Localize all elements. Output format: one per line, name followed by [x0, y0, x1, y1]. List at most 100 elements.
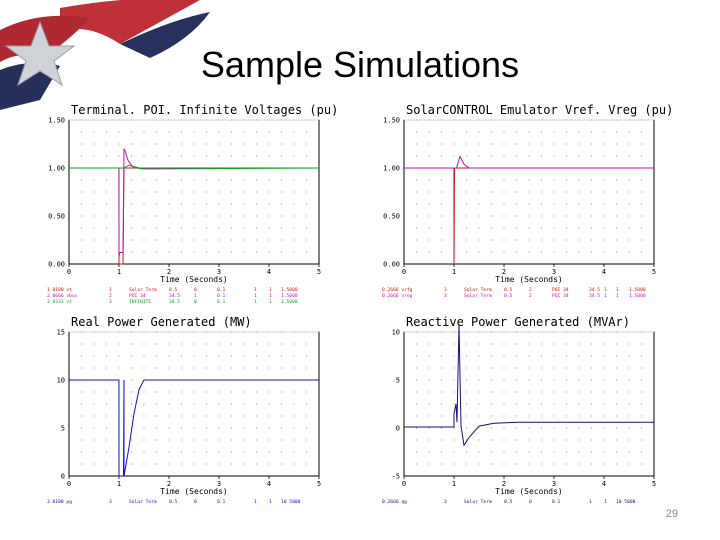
series-line-green [69, 164, 320, 170]
grid-dots [403, 331, 655, 477]
legend-cell: 1 [269, 293, 272, 299]
y-tick-label: 0 [396, 425, 400, 433]
legend-cell: 3 [109, 299, 112, 305]
legend-cell: 1.5000 [281, 287, 298, 293]
x-tick-label: 0 [67, 268, 71, 276]
legend-cell: 1 0100 vt [47, 287, 72, 293]
y-tick-label: 10 [57, 377, 65, 385]
y-tick-label: 15 [57, 329, 65, 337]
chart-title: Reactive Power Generated (MVAr) [406, 315, 630, 329]
legend-cell: 1 [616, 293, 619, 299]
legend-cell: 0.5 [504, 293, 513, 299]
legend-cell: 1.5000 [629, 287, 646, 293]
x-tick-label: 5 [652, 480, 656, 488]
grid-dots [403, 119, 655, 265]
x-tick-label: 5 [317, 268, 321, 276]
legend-cell: 1 [604, 499, 607, 505]
legend-cell: 0.5 [504, 287, 513, 293]
chart-svg: SolarCONTROL Emulator Vref. Vreg (pu) 0.0… [382, 103, 673, 299]
legend-cell: 34.5 [169, 293, 180, 299]
slide-number: 29 [665, 508, 678, 520]
series-line-blue [69, 379, 319, 477]
legend-cell: Solar Term [464, 287, 492, 293]
legend-row: 3 0333 vt 3 INFINITE 34.5 0 0.1 1 1 1.5000 [47, 299, 298, 305]
legend-cell: 1.5000 [629, 293, 646, 299]
plot-frame [68, 120, 320, 265]
y-tick-label: 1.50 [383, 117, 400, 125]
x-tick-label: 1 [452, 480, 456, 488]
legend-cell: 2 0666 vbus [47, 293, 78, 299]
x-tick-label: 3 [217, 480, 221, 488]
x-tick-label: 4 [267, 268, 271, 276]
x-tick-label: 0 [402, 480, 406, 488]
legend-cell: 0 [194, 299, 197, 305]
y-tick-label: 5 [396, 377, 400, 385]
x-tick-label: 0 [402, 268, 406, 276]
legend-cell: 1.5000 [281, 293, 298, 299]
legend-cell: 0.1 [217, 299, 226, 305]
legend-cell: POI 34 [552, 287, 569, 293]
x-tick-label: 2 [167, 480, 171, 488]
legend-cell: 0 [529, 499, 532, 505]
slide-title: Sample Simulations [200, 44, 520, 85]
legend-cell: 34.5 [169, 299, 180, 305]
x-tick-label: 0 [67, 480, 71, 488]
x-tick-label: 2 [502, 268, 506, 276]
chart-panel-terminal-voltages: Terminal. POI. Infinite Voltages (pu) 0.0… [37, 100, 347, 305]
chart-title: Real Power Generated (MW) [71, 315, 252, 329]
plot-frame [68, 332, 320, 477]
x-tick-label: 1 [117, 480, 121, 488]
legend-cell: 3 [109, 499, 112, 505]
legend-cell: 1 [604, 287, 607, 293]
legend-cell: 1 [194, 293, 197, 299]
y-tick-label: 0.00 [383, 261, 400, 269]
legend-cell: 0 [194, 287, 197, 293]
legend-cell: 10 5000 [616, 499, 636, 505]
legend-cell: 3 [444, 293, 447, 299]
legend-cell: INFINITE [129, 299, 151, 305]
y-tick-label: 1.00 [383, 165, 400, 173]
x-tick-label: 3 [217, 268, 221, 276]
plot-frame [403, 332, 655, 477]
chart-panel-real-power: Real Power Generated (MW) 0 5 10 15 0 1 2 3 4 5 Tim… [37, 312, 347, 517]
x-tick-label: 3 [552, 480, 556, 488]
y-tick-label: 0.00 [48, 261, 65, 269]
grid-dots [68, 331, 320, 477]
chart-panel-solarcontrol-vref: SolarCONTROL Emulator Vref. Vreg (pu) 0.0… [372, 100, 682, 305]
legend-cell: 0.5 [504, 499, 513, 505]
x-tick-label: 2 [502, 480, 506, 488]
legend-cell: Solar Term [464, 293, 492, 299]
x-axis-label: Time (Seconds) [495, 275, 562, 284]
legend-cell: 3 [444, 499, 447, 505]
legend-cell: 0 [194, 499, 197, 505]
plot-frame [403, 120, 655, 265]
legend-row: 3 0100 pg 3 Solar Term 0.5 0 0.1 1 1 10 5000 [47, 499, 301, 505]
chart-panel-reactive-power: Reactive Power Generated (MVAr) -5 0 5 10 0 1 2… [372, 312, 682, 517]
legend-cell: 34.5 [589, 293, 600, 299]
legend-row: 0.2666 qg 3 Solar Term 0.5 0 0.1 1 1 10 5000 [382, 499, 636, 505]
legend-cell: 1 [254, 499, 257, 505]
legend-cell: 1 [254, 299, 257, 305]
y-tick-label: 1.00 [48, 165, 65, 173]
x-tick-label: 4 [267, 480, 271, 488]
legend-row: 0.2666 vrfg 3 Solar Term 0.5 2 POI 34 34.5 1 1 1.… [382, 287, 646, 293]
legend-cell: 1 [254, 287, 257, 293]
chart-svg: Terminal. POI. Infinite Voltages (pu) 0.0… [47, 103, 338, 305]
legend-row: 2 0666 vbus 2 POI 34 34.5 1 0.1 1 1 1.5000 [47, 293, 298, 299]
y-tick-label: 1.50 [48, 117, 65, 125]
legend-cell: 2 [109, 293, 112, 299]
grid-dots [68, 119, 320, 265]
legend-cell: 3 0333 vt [47, 299, 72, 305]
y-tick-label: 0.50 [383, 213, 400, 221]
legend-cell: 1 [109, 287, 112, 293]
x-tick-label: 2 [167, 268, 171, 276]
y-tick-label: 5 [61, 425, 65, 433]
legend-cell: 2 [529, 287, 532, 293]
legend-cell: 0.5 [169, 287, 178, 293]
y-tick-label: 0 [61, 473, 65, 481]
legend-cell: 1 [604, 293, 607, 299]
legend-cell: Solar Term [129, 499, 157, 505]
x-axis-label: Time (Seconds) [160, 487, 227, 496]
series-line-navy [404, 324, 654, 447]
